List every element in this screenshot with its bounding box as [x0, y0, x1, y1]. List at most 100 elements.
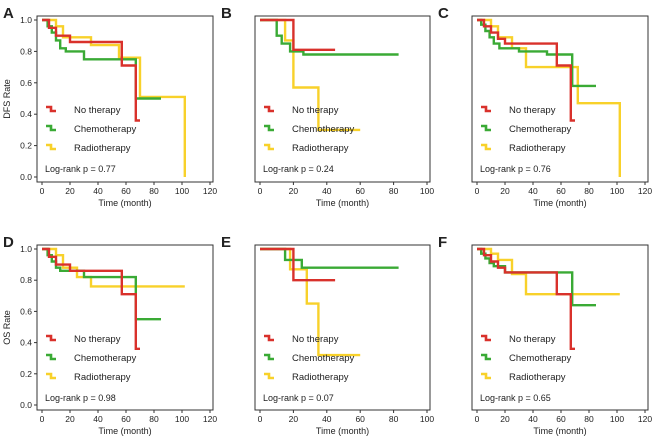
y-tick-label: 0.4: [20, 338, 32, 348]
plot-frame: [36, 15, 214, 183]
series-line-no-therapy: [260, 247, 336, 282]
x-tick-label: 60: [355, 186, 365, 196]
legend-swatch: [46, 334, 56, 342]
x-tick-label: 40: [93, 414, 103, 424]
logrank-pvalue: Log-rank p = 0.76: [480, 164, 551, 174]
x-axis-label: Time (month): [533, 198, 586, 208]
x-axis-label: Time (month): [98, 426, 151, 436]
x-tick-label: 120: [203, 186, 217, 196]
series-line-chemotherapy: [42, 18, 161, 100]
x-tick-label: 0: [475, 186, 480, 196]
legend-label: Chemotherapy: [74, 124, 137, 135]
series-line-chemotherapy: [42, 247, 161, 321]
legend-swatch: [264, 143, 274, 151]
legend-label: Radiotherapy: [509, 372, 566, 383]
series-line-no-therapy: [477, 247, 575, 350]
panel-c: C 0 20 40 60 80 100 120 Time (month) No therapy Ch…: [438, 5, 652, 208]
panel-a: A 0 20 40 60 80 100 120 0.0 0.2 0.4 0.6 0.8 1.0 Time (…: [2, 5, 217, 208]
x-tick-label: 20: [289, 186, 299, 196]
x-tick-label: 20: [289, 414, 299, 424]
logrank-pvalue: Log-rank p = 0.07: [263, 393, 334, 403]
y-tick-label: 0.0: [20, 400, 32, 410]
series-line-radiotherapy: [477, 247, 620, 296]
plot-frame: [254, 244, 431, 411]
legend-swatch: [264, 105, 274, 113]
legend-swatch: [264, 124, 274, 132]
x-axis-label: Time (month): [98, 198, 151, 208]
x-axis-label: Time (month): [533, 426, 586, 436]
legend-swatch: [481, 334, 491, 342]
legend-label: Chemotherapy: [509, 124, 572, 135]
x-tick-label: 0: [40, 186, 45, 196]
x-tick-label: 80: [149, 186, 159, 196]
legend-label: No therapy: [74, 105, 121, 116]
y-tick-label: 0.0: [20, 172, 32, 182]
x-tick-label: 60: [121, 186, 131, 196]
x-axis-label: Time (month): [316, 426, 369, 436]
legend-swatch: [481, 353, 491, 361]
series-line-no-therapy: [477, 18, 575, 122]
x-tick-label: 100: [175, 186, 189, 196]
x-tick-label: 100: [420, 186, 434, 196]
x-tick-label: 0: [475, 414, 480, 424]
x-tick-label: 20: [500, 414, 510, 424]
legend-label: Radiotherapy: [509, 143, 566, 154]
x-tick-label: 100: [610, 186, 624, 196]
y-tick-label: 0.4: [20, 109, 32, 119]
x-tick-label: 40: [93, 186, 103, 196]
legend-label: Chemotherapy: [509, 353, 572, 364]
x-tick-label: 40: [528, 186, 538, 196]
x-tick-label: 80: [149, 414, 159, 424]
x-axis-label: Time (month): [316, 198, 369, 208]
legend-label: No therapy: [74, 334, 121, 345]
x-tick-label: 20: [500, 186, 510, 196]
panel-f: F 0 20 40 60 80 100 120 Time (month) No therapy Ch…: [438, 234, 652, 436]
legend-label: No therapy: [292, 334, 339, 345]
x-tick-label: 80: [389, 186, 399, 196]
x-tick-label: 20: [65, 186, 75, 196]
panel-letter: E: [221, 234, 231, 251]
x-tick-label: 120: [203, 414, 217, 424]
series-line-chemotherapy: [260, 247, 399, 269]
logrank-pvalue: Log-rank p = 0.65: [480, 393, 551, 403]
y-tick-label: 0.8: [20, 275, 32, 285]
series-line-chemotherapy: [477, 247, 596, 307]
series-line-chemotherapy: [260, 18, 399, 56]
x-tick-label: 60: [355, 414, 365, 424]
x-tick-label: 40: [322, 186, 332, 196]
x-tick-label: 80: [584, 414, 594, 424]
x-tick-label: 100: [420, 414, 434, 424]
legend-label: Radiotherapy: [292, 372, 349, 383]
x-tick-label: 60: [556, 414, 566, 424]
x-tick-label: 0: [258, 414, 263, 424]
legend-label: Chemotherapy: [292, 353, 355, 364]
plot-frame: [36, 244, 214, 411]
x-tick-label: 80: [389, 414, 399, 424]
series-line-radiotherapy: [42, 247, 185, 288]
x-tick-label: 60: [556, 186, 566, 196]
logrank-pvalue: Log-rank p = 0.24: [263, 164, 334, 174]
legend-swatch: [46, 353, 56, 361]
series-line-no-therapy: [42, 18, 140, 122]
y-tick-label: 1.0: [20, 244, 32, 254]
legend-label: No therapy: [509, 105, 556, 116]
legend-label: No therapy: [292, 105, 339, 116]
x-tick-label: 120: [638, 414, 652, 424]
panel-e: E 0 20 40 60 80 100 Time (month) No therapy Chemo…: [221, 234, 434, 436]
x-tick-label: 20: [65, 414, 75, 424]
legend-swatch: [264, 334, 274, 342]
legend-label: Radiotherapy: [74, 143, 131, 154]
x-tick-label: 40: [528, 414, 538, 424]
x-tick-label: 100: [610, 414, 624, 424]
y-tick-label: 0.6: [20, 78, 32, 88]
plot-frame: [471, 244, 649, 411]
legend-swatch: [46, 124, 56, 132]
panel-letter: D: [3, 234, 14, 251]
panel-letter: F: [438, 234, 447, 251]
logrank-pvalue: Log-rank p = 0.77: [45, 164, 116, 174]
x-tick-label: 0: [40, 414, 45, 424]
panel-letter: A: [3, 5, 14, 22]
legend-swatch: [481, 372, 491, 380]
panel-letter: B: [221, 5, 232, 22]
